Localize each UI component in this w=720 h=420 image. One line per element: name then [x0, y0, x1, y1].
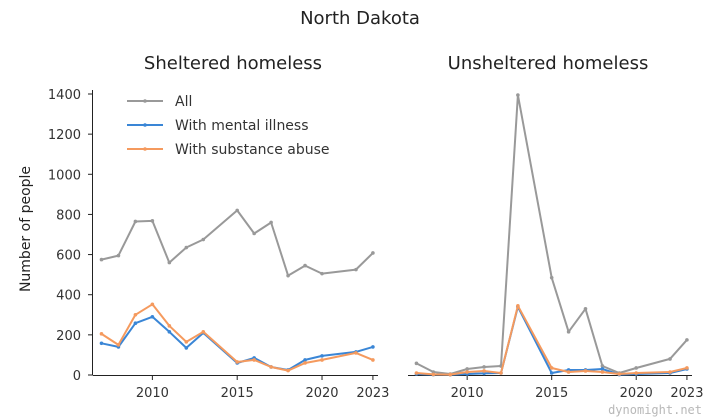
data-point-substance	[99, 332, 104, 336]
y-tick-label: 1400	[48, 88, 81, 103]
data-point-substance	[269, 365, 273, 369]
data-point-substance	[150, 302, 155, 307]
data-point-substance	[354, 351, 358, 355]
y-axis-label: Number of people	[18, 166, 34, 292]
data-point-substance	[566, 370, 571, 374]
data-point-substance	[184, 340, 189, 344]
data-point-all	[184, 245, 189, 250]
legend-marker-substance	[143, 147, 147, 151]
x-tick-label: 2023	[356, 386, 389, 401]
data-point-substance	[668, 370, 672, 374]
data-point-mental	[303, 358, 307, 362]
data-point-mental	[167, 330, 172, 334]
y-tick-label: 0	[73, 369, 81, 384]
data-point-substance	[499, 371, 503, 375]
data-point-all	[668, 357, 672, 361]
legend-marker-all	[143, 99, 147, 103]
data-point-substance	[516, 303, 520, 308]
data-point-all	[133, 219, 138, 224]
data-point-all	[99, 257, 104, 262]
data-point-substance	[465, 370, 469, 374]
data-point-all	[465, 367, 469, 371]
data-point-all	[685, 338, 689, 342]
panel-unsheltered: 2010 2015 2020 2023	[408, 93, 703, 401]
data-point-all	[150, 219, 155, 223]
legend-marker-mental	[143, 123, 147, 127]
data-point-substance	[600, 370, 605, 374]
data-point-all	[414, 361, 419, 366]
legend-label-mental: With mental illness	[175, 118, 309, 134]
data-point-all	[252, 231, 256, 236]
data-point-all	[303, 263, 307, 268]
data-point-all	[583, 306, 588, 311]
data-point-all	[235, 208, 239, 213]
data-point-all	[371, 251, 375, 255]
legend-label-substance: With substance abuse	[175, 142, 330, 158]
x-tick-label: 2010	[451, 386, 484, 401]
data-point-mental	[99, 341, 104, 346]
data-point-substance	[320, 358, 324, 362]
data-point-substance	[133, 312, 138, 317]
data-point-substance	[235, 360, 239, 364]
data-point-all	[116, 253, 121, 258]
data-point-all	[269, 220, 273, 225]
data-point-substance	[414, 371, 419, 375]
y-tick-label: 1200	[48, 128, 81, 143]
data-point-substance	[583, 369, 588, 373]
figure-title: North Dakota	[300, 8, 420, 29]
data-point-all	[634, 366, 639, 370]
data-point-mental	[320, 354, 324, 358]
y-tick-label: 600	[56, 249, 81, 264]
data-point-mental	[549, 371, 554, 375]
y-tick-label: 1000	[48, 168, 81, 183]
panel-right-title: Unsheltered homeless	[448, 53, 649, 74]
data-point-all	[482, 365, 486, 369]
data-point-all	[320, 271, 324, 276]
data-point-substance	[286, 368, 290, 373]
x-tick-label: 2015	[221, 386, 254, 401]
data-point-all	[286, 273, 290, 278]
data-point-substance	[167, 324, 172, 328]
data-point-substance	[201, 330, 206, 334]
x-tick-label: 2023	[670, 386, 703, 401]
data-point-substance	[549, 366, 554, 370]
data-point-substance	[634, 371, 639, 375]
data-point-all	[600, 364, 605, 368]
data-point-all	[167, 260, 172, 265]
data-point-substance	[303, 361, 307, 365]
y-tick-label: 200	[56, 329, 81, 344]
x-tick-label: 2020	[305, 386, 338, 401]
panel-sheltered: 2010 2015 2020 2023 0 200 400 600 800 1000 1200 140…	[48, 88, 390, 401]
data-point-mental	[371, 345, 375, 349]
data-point-substance	[482, 369, 486, 373]
y-tick-label: 400	[56, 289, 81, 304]
watermark: dynomight.net	[608, 403, 702, 417]
data-point-substance	[116, 343, 121, 347]
data-point-all	[354, 267, 358, 272]
data-point-substance	[252, 358, 256, 362]
data-point-substance	[371, 358, 375, 362]
data-point-all	[549, 275, 554, 280]
data-point-substance	[431, 372, 436, 377]
data-point-substance	[448, 372, 453, 377]
x-tick-label: 2010	[136, 386, 169, 401]
data-point-mental	[133, 321, 138, 326]
data-point-mental	[150, 314, 155, 319]
data-point-substance	[685, 366, 689, 370]
data-point-all	[516, 93, 520, 97]
data-point-mental	[600, 367, 605, 371]
y-tick-label: 800	[56, 208, 81, 223]
legend-label-all: All	[175, 94, 192, 110]
x-tick-label: 2015	[535, 386, 568, 401]
x-tick-label: 2020	[620, 386, 653, 401]
series-line-all	[101, 209, 374, 277]
series-line-all	[416, 94, 688, 375]
data-point-all	[566, 330, 571, 334]
panel-left-title: Sheltered homeless	[144, 53, 322, 74]
data-point-mental	[184, 346, 189, 350]
data-point-all	[201, 237, 206, 242]
data-point-substance	[617, 372, 622, 376]
